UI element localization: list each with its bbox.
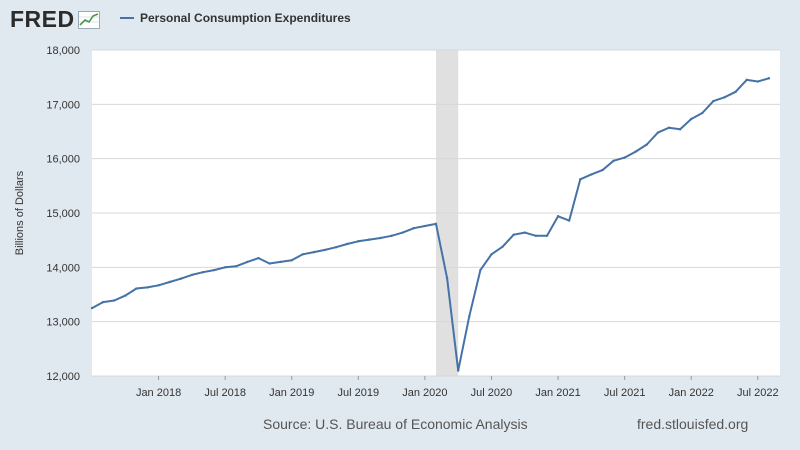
data-point[interactable]: [246, 260, 249, 264]
data-point[interactable]: [390, 234, 393, 238]
series-line-pce: [91, 77, 770, 372]
data-point[interactable]: [501, 245, 504, 248]
x-tick-label: Jul 2018: [204, 387, 246, 399]
data-point[interactable]: [312, 250, 316, 254]
x-tick-label: Jul 2020: [471, 387, 513, 399]
legend-label: Personal Consumption Expenditures: [140, 11, 351, 25]
data-point[interactable]: [212, 268, 216, 272]
data-point[interactable]: [334, 246, 338, 249]
data-point[interactable]: [90, 306, 94, 310]
data-point[interactable]: [112, 299, 116, 302]
data-points: [90, 77, 771, 372]
data-point[interactable]: [135, 287, 138, 290]
data-point[interactable]: [179, 277, 182, 280]
data-point[interactable]: [323, 248, 327, 252]
data-point[interactable]: [667, 126, 671, 129]
y-tick-label: 17,000: [46, 99, 80, 111]
source-note: Source: U.S. Bureau of Economic Analysis: [263, 416, 528, 432]
y-axis-label: Billions of Dollars: [14, 170, 26, 255]
data-point[interactable]: [346, 242, 349, 246]
data-point[interactable]: [101, 300, 105, 304]
data-point[interactable]: [168, 280, 171, 284]
data-point[interactable]: [290, 259, 293, 262]
data-point[interactable]: [690, 117, 693, 121]
data-point[interactable]: [223, 266, 227, 269]
data-point[interactable]: [590, 173, 593, 176]
data-point[interactable]: [512, 233, 515, 236]
x-tick-label: Jan 2019: [269, 387, 314, 399]
x-tick-label: Jul 2022: [737, 387, 779, 399]
data-point[interactable]: [235, 265, 238, 268]
x-tick-label: Jan 2018: [136, 387, 181, 399]
data-point[interactable]: [645, 143, 649, 146]
fred-logo-text: FRED: [10, 6, 75, 32]
y-axis-ticks: 12,000 13,000 14,000 15,000 16,000 17,000 18,0…: [46, 45, 80, 383]
data-point[interactable]: [257, 256, 260, 260]
data-point[interactable]: [623, 156, 626, 159]
data-point[interactable]: [423, 224, 427, 228]
y-tick-label: 14,000: [46, 262, 80, 274]
y-tick-label: 18,000: [46, 45, 80, 57]
data-point[interactable]: [556, 215, 560, 218]
data-point[interactable]: [579, 178, 582, 181]
data-point[interactable]: [157, 284, 160, 287]
data-point[interactable]: [268, 262, 271, 265]
legend-swatch: [120, 17, 134, 19]
fred-logo-graph-icon: [77, 11, 100, 29]
y-tick-label: 13,000: [46, 317, 80, 329]
data-point[interactable]: [567, 219, 571, 222]
data-point[interactable]: [745, 78, 748, 82]
data-point[interactable]: [723, 96, 726, 99]
x-tick-label: Jul 2019: [338, 387, 380, 399]
data-point[interactable]: [601, 168, 604, 172]
gridlines: [92, 49, 780, 377]
data-point[interactable]: [534, 234, 538, 238]
data-point[interactable]: [279, 260, 282, 264]
data-point[interactable]: [656, 131, 660, 134]
data-point[interactable]: [734, 90, 737, 94]
data-point[interactable]: [479, 268, 482, 272]
data-point[interactable]: [445, 277, 449, 280]
data-point[interactable]: [434, 222, 438, 226]
data-point[interactable]: [301, 253, 305, 256]
x-axis-ticks: Jan 2018 Jul 2018 Jan 2019 Jul 2019 Jan 2020…: [136, 376, 779, 399]
data-point[interactable]: [368, 238, 371, 241]
data-point[interactable]: [124, 294, 127, 297]
data-point[interactable]: [146, 286, 149, 289]
site-url[interactable]: fred.stlouisfed.org: [637, 416, 749, 432]
data-point[interactable]: [412, 227, 416, 230]
fred-logo[interactable]: FRED: [10, 6, 100, 33]
data-point[interactable]: [357, 240, 360, 243]
data-point[interactable]: [678, 128, 682, 131]
data-point[interactable]: [190, 273, 194, 277]
data-point[interactable]: [634, 150, 637, 153]
y-tick-label: 12,000: [46, 371, 80, 383]
data-point[interactable]: [468, 315, 471, 318]
y-tick-label: 16,000: [46, 154, 80, 166]
data-point[interactable]: [456, 369, 460, 372]
data-point[interactable]: [756, 80, 760, 83]
x-tick-label: Jan 2022: [669, 387, 714, 399]
x-tick-label: Jul 2021: [604, 387, 646, 399]
data-point[interactable]: [523, 231, 526, 234]
data-point[interactable]: [379, 236, 382, 240]
chart-legend[interactable]: Personal Consumption Expenditures: [120, 11, 351, 25]
x-tick-label: Jan 2021: [535, 387, 580, 399]
y-tick-label: 15,000: [46, 208, 80, 220]
data-point[interactable]: [201, 271, 205, 274]
x-tick-label: Jan 2020: [402, 387, 447, 399]
data-point[interactable]: [401, 231, 404, 234]
data-point[interactable]: [545, 234, 549, 238]
chart-header: FRED Personal Consumption Expenditures: [0, 0, 800, 40]
data-point[interactable]: [767, 77, 771, 80]
data-point[interactable]: [490, 253, 493, 256]
data-point[interactable]: [712, 99, 715, 103]
data-point[interactable]: [701, 111, 704, 115]
line-chart[interactable]: 12,000 13,000 14,000 15,000 16,000 17,000 18,0…: [0, 0, 800, 410]
data-point[interactable]: [612, 159, 615, 163]
